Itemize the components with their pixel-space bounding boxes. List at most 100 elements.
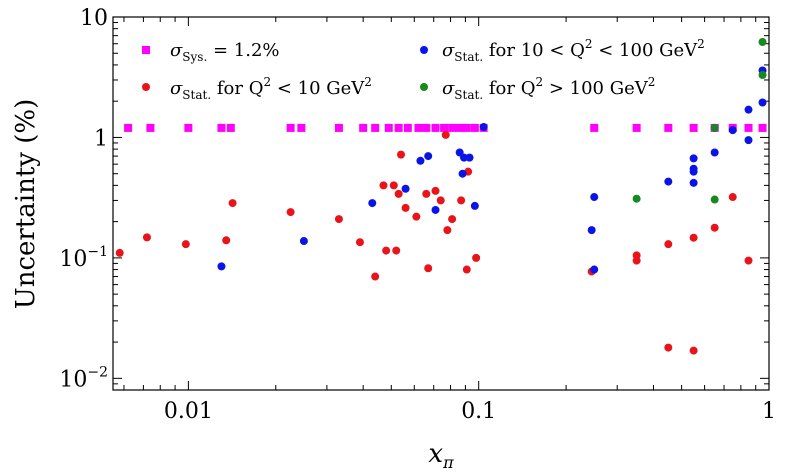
x-tick-label: 0.1 [461,399,496,424]
y-tick-label: 10 [80,6,108,31]
data-point [401,184,410,193]
x-tick-label: 1 [762,399,776,424]
data-point [590,123,599,132]
series-3 [632,38,767,204]
data-point [355,238,364,247]
legend-entry: σStat. for Q2 > 100 GeV2 [420,75,655,102]
data-point [368,199,377,208]
data-point [472,253,481,262]
data-point [459,153,468,162]
data-point [299,237,308,246]
x-tick-label: 0.01 [164,399,213,424]
data-point [443,226,452,235]
data-point [728,193,737,202]
legend: σSys. = 1.2% σStat. for Q2 < 10 GeV2 σStat… [142,37,705,102]
data-point [710,195,719,204]
y-tick-label: 1 [94,126,108,151]
data-point [371,272,380,281]
data-point [424,152,433,161]
legend-entry: σStat. for 10 < Q2 < 100 GeV2 [420,37,705,64]
data-point [758,123,767,132]
data-point [758,38,767,47]
data-point [744,123,753,132]
data-point [587,226,596,235]
y-tick-label: 10−1 [59,244,108,272]
series-0 [124,123,767,132]
data-point [359,123,368,132]
data-point [431,123,440,132]
data-point [416,156,425,165]
data-point [396,150,405,159]
data-point [710,223,719,232]
data-point [479,123,488,132]
data-point [458,169,467,178]
data-point [379,181,388,190]
data-point [334,123,343,132]
data-point [389,181,398,190]
data-point [228,199,237,208]
data-point [689,346,698,355]
data-point [744,105,753,114]
data-point [470,123,479,132]
data-point [448,215,457,224]
data-point [689,178,698,187]
y-axis-label: Uncertainty (%) [11,99,41,309]
data-point [470,201,479,210]
data-point [412,212,421,221]
data-point [689,123,698,132]
data-point [401,203,410,212]
legend-label: σStat. for Q2 > 100 GeV2 [442,75,655,102]
data-point [394,123,403,132]
data-point [181,240,190,249]
data-point [403,123,412,132]
legend-marker [142,46,150,54]
data-point [440,123,449,132]
data-point [632,194,641,203]
data-points [115,38,767,355]
x-axis-label: xπ [428,439,454,472]
data-point [124,123,133,132]
data-point [758,98,767,107]
data-point [392,246,401,255]
axis-ticks: 0.01 0.1 1 10−2 10−1 1 10 [59,6,776,424]
legend-entry: σSys. = 1.2% [142,40,280,64]
data-point [431,186,440,195]
data-point [286,208,295,217]
data-point [384,123,393,132]
data-point [590,193,599,202]
data-point [441,130,450,139]
legend-label: σSys. = 1.2% [170,40,280,64]
data-point [422,189,431,198]
legend-marker [420,46,428,54]
legend-label: σStat. for Q2 < 10 GeV2 [170,75,372,102]
data-point [226,123,235,132]
data-point [590,265,599,274]
data-point [297,123,306,132]
data-point [664,123,673,132]
data-point [115,248,124,257]
data-point [465,153,474,162]
data-point [457,196,466,205]
data-point [414,123,423,132]
data-point [146,123,155,132]
data-point [632,123,641,132]
data-point [664,240,673,249]
data-point [371,123,380,132]
data-point [436,196,445,205]
data-point [334,215,343,224]
y-tick-label: 10−2 [59,364,108,392]
data-point [431,205,440,214]
data-point [455,123,464,132]
data-point [222,236,231,245]
data-point [217,262,226,271]
plot-frame [112,16,770,391]
data-point [422,123,431,132]
data-point [184,123,193,132]
series-2 [217,66,767,274]
data-point [632,256,641,265]
data-point [689,233,698,242]
data-point [728,126,737,135]
data-point [394,189,403,198]
data-point [462,265,471,274]
data-point [664,343,673,352]
